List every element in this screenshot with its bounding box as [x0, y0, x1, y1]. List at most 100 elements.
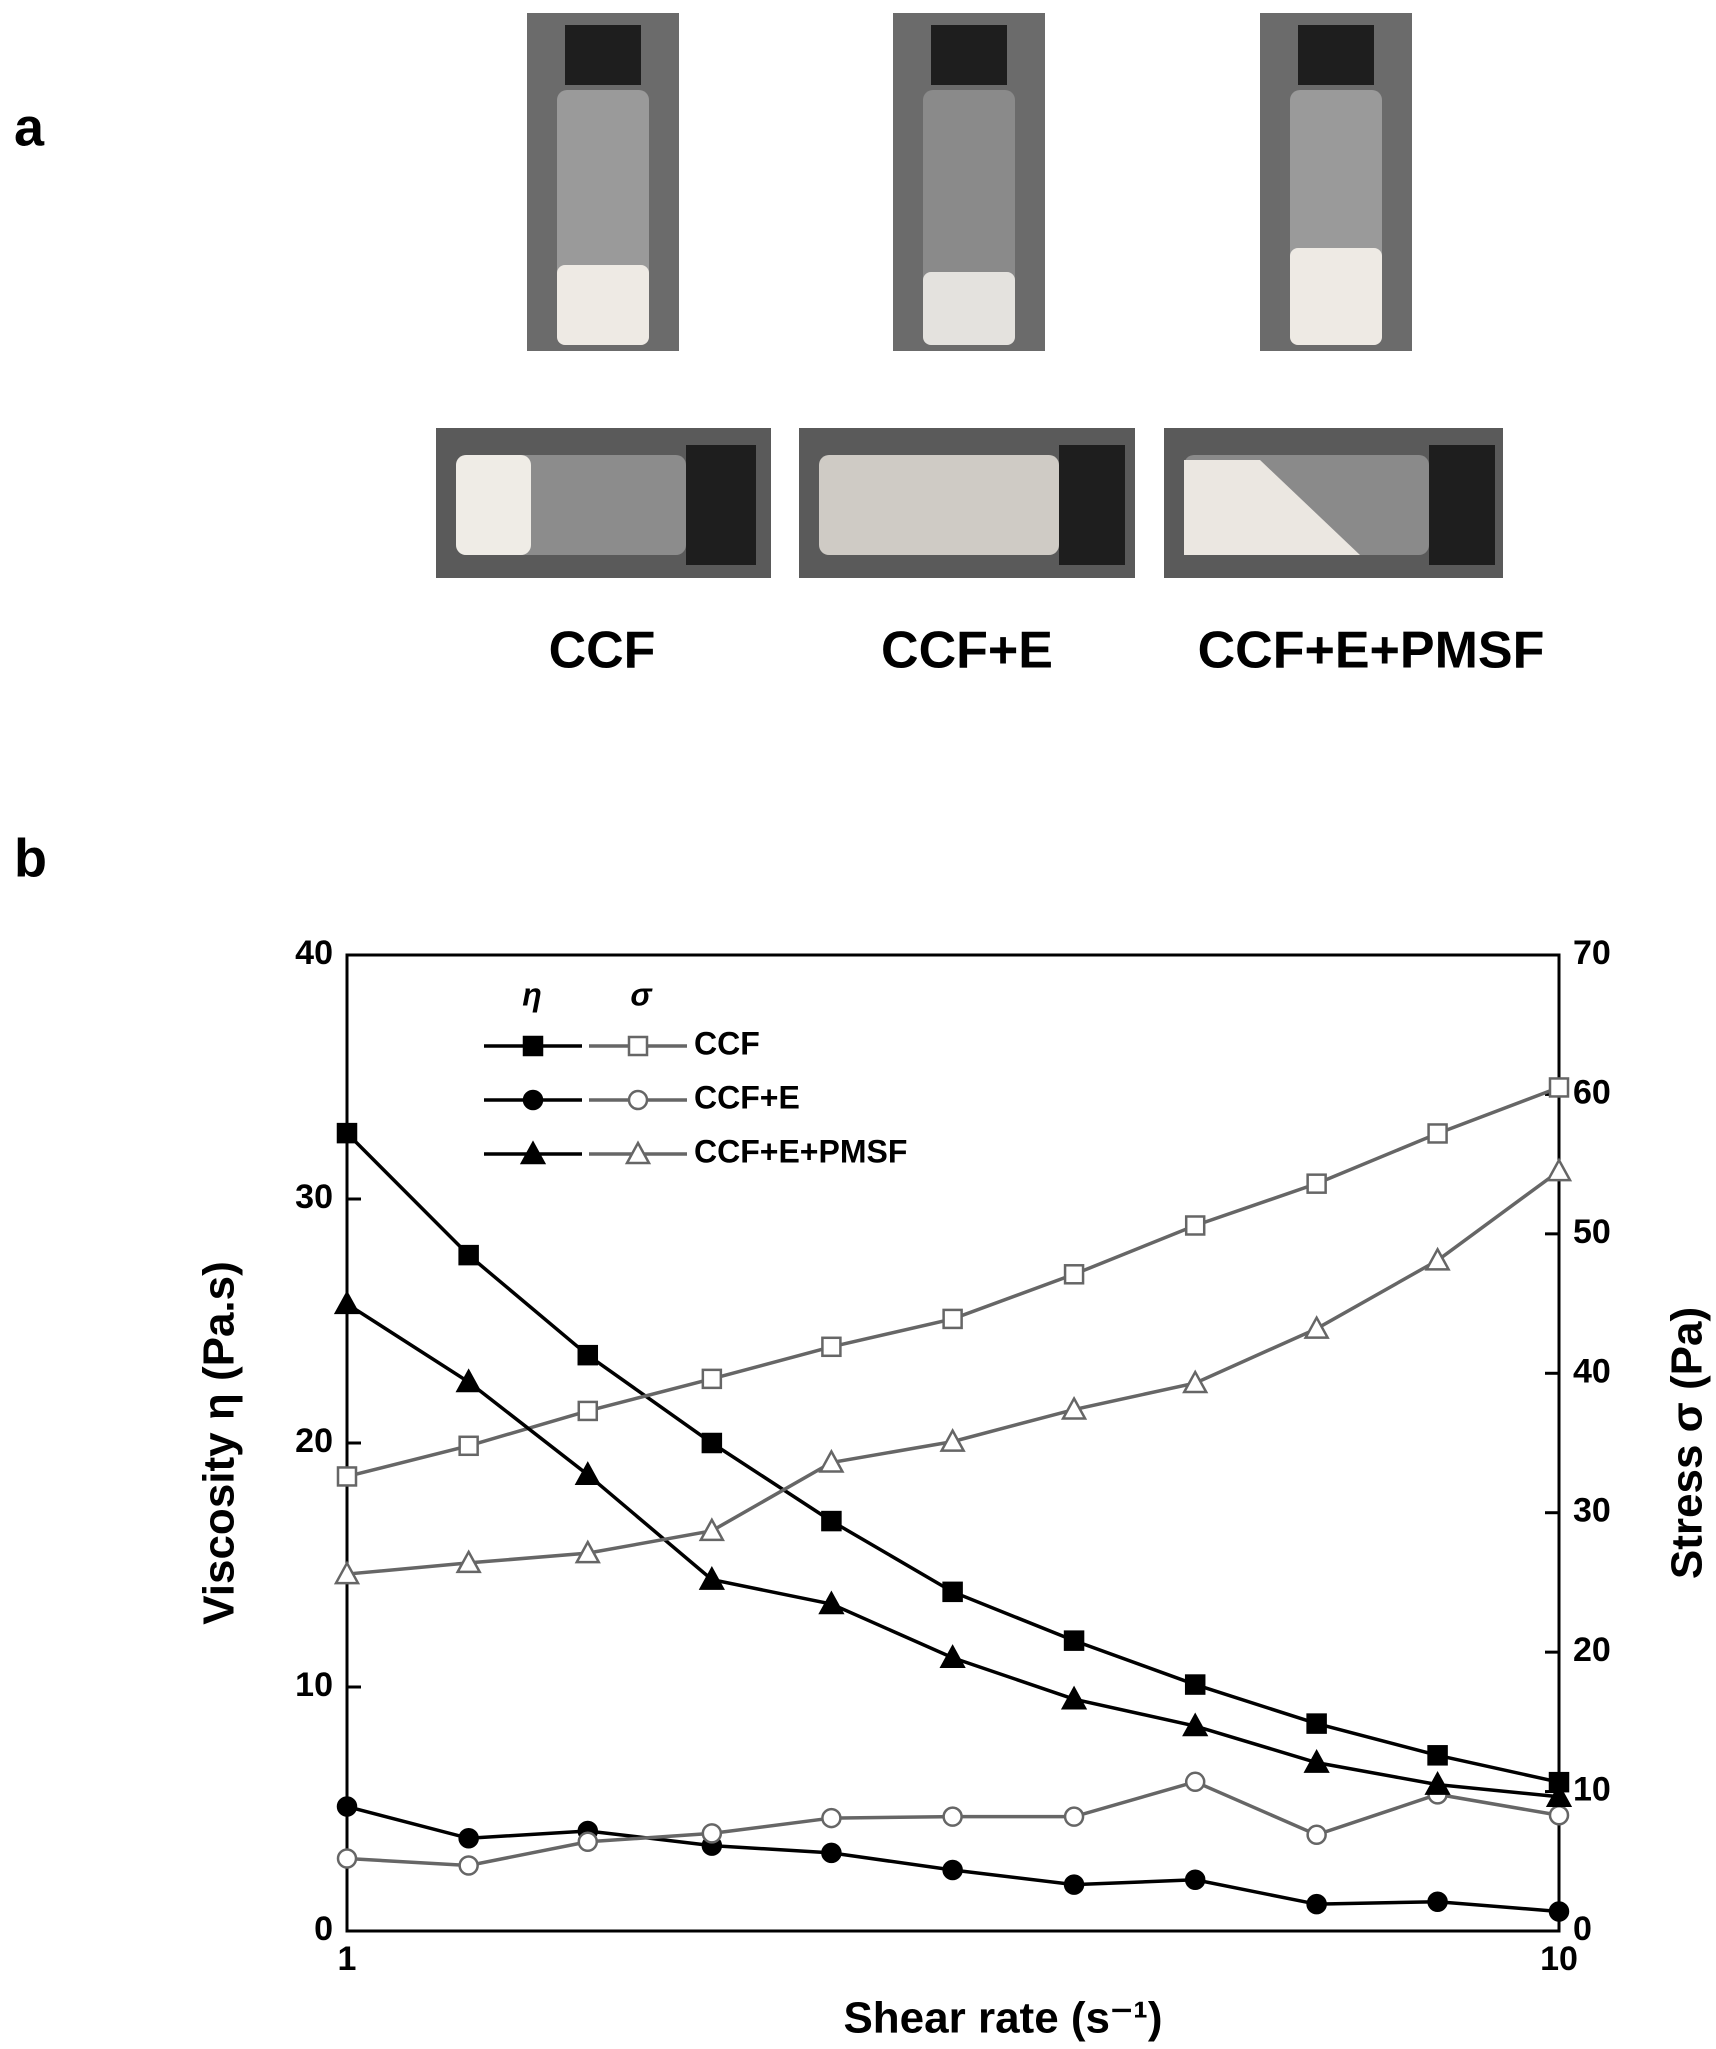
- panel-label: a: [14, 97, 45, 157]
- legend-marker: [627, 1035, 649, 1057]
- x-axis-title: Shear rate (s⁻¹): [843, 1994, 1162, 2043]
- data-point: [333, 1290, 361, 1315]
- legend-label: CCF: [694, 1025, 760, 1061]
- data-point: [821, 1842, 842, 1864]
- data-point: [1548, 1077, 1570, 1098]
- data-point: [1545, 1157, 1573, 1182]
- data-point: [698, 1517, 725, 1542]
- data-point: [336, 1848, 358, 1869]
- legend-marker: [522, 1035, 544, 1057]
- legend-marker: [522, 1089, 544, 1111]
- data-point: [458, 1244, 479, 1266]
- vial-photo: [799, 428, 1135, 578]
- vial-photo: [893, 13, 1045, 351]
- data-point: [577, 1400, 599, 1422]
- y-tick-label: 20: [295, 1422, 333, 1460]
- photo-label: CCF+E: [881, 622, 1053, 680]
- data-point: [818, 1590, 845, 1615]
- vial-photo: [527, 13, 679, 351]
- data-point: [1184, 1674, 1206, 1695]
- data-point: [1063, 1806, 1085, 1827]
- data-point: [1306, 1713, 1327, 1734]
- y2-axis-title: Stress σ (Pa): [1663, 1307, 1712, 1579]
- legend-label: CCF+E: [694, 1079, 800, 1115]
- data-point: [1424, 1771, 1451, 1795]
- data-point: [698, 1566, 725, 1590]
- data-point: [1303, 1315, 1330, 1339]
- data-point: [1427, 1123, 1448, 1144]
- series-line: [346, 1302, 1560, 1799]
- data-point: [336, 1122, 358, 1144]
- data-point: [1184, 1215, 1206, 1236]
- data-point: [701, 1368, 723, 1390]
- photos: [436, 13, 1503, 578]
- data-point: [1548, 1901, 1570, 1922]
- series-line: [346, 1169, 1561, 1576]
- data-point: [1063, 1264, 1085, 1285]
- data-point: [939, 1428, 966, 1452]
- data-point: [458, 1855, 479, 1876]
- data-point: [577, 1831, 599, 1853]
- vial-photo: [1164, 428, 1503, 578]
- y-tick-label: 10: [295, 1666, 333, 1704]
- data-point: [1060, 1395, 1088, 1420]
- data-point: [577, 1344, 599, 1366]
- data-point: [1182, 1369, 1209, 1394]
- y-axis-title: Viscosity η (Pa.s): [195, 1261, 244, 1625]
- data-point: [701, 1432, 723, 1454]
- data-point: [942, 1859, 963, 1881]
- y2-tick-label: 20: [1573, 1631, 1611, 1669]
- data-point: [821, 1510, 842, 1532]
- data-point: [458, 1435, 479, 1457]
- data-point: [1184, 1771, 1206, 1793]
- data-point: [1306, 1824, 1327, 1846]
- photo-label: CCF+E+PMSF: [1198, 622, 1545, 680]
- data-point: [821, 1807, 842, 1829]
- data-point: [1182, 1712, 1209, 1737]
- data-point: [333, 1560, 361, 1585]
- data-point: [574, 1539, 601, 1564]
- y2-tick-label: 50: [1573, 1213, 1611, 1251]
- legend-marker: [627, 1089, 649, 1111]
- y2-tick-label: 0: [1573, 1910, 1592, 1948]
- data-point: [574, 1461, 601, 1485]
- legend-header: σ: [630, 976, 653, 1012]
- vial-photo: [1260, 13, 1412, 351]
- series-line: [346, 1085, 1560, 1479]
- photo-label: CCF: [549, 622, 656, 680]
- data-point: [1545, 1783, 1573, 1808]
- y2-tick-label: 30: [1573, 1492, 1611, 1530]
- x-tick-label: 1: [338, 1940, 357, 1978]
- data-point: [455, 1368, 482, 1393]
- y2-tick-label: 40: [1573, 1352, 1611, 1390]
- series-line: [345, 1131, 1560, 1784]
- data-point: [1427, 1745, 1448, 1766]
- data-point: [1424, 1246, 1451, 1271]
- data-point: [1303, 1749, 1330, 1773]
- x-tick-label: 10: [1540, 1940, 1578, 1978]
- y-tick-label: 0: [314, 1910, 333, 1948]
- data-point: [821, 1336, 842, 1358]
- data-point: [818, 1448, 845, 1473]
- data-point: [458, 1828, 479, 1849]
- y2-tick-label: 70: [1573, 934, 1611, 972]
- data-point: [942, 1581, 963, 1603]
- data-point: [1063, 1630, 1085, 1651]
- data-point: [1306, 1893, 1327, 1915]
- data-point: [336, 1466, 358, 1487]
- data-point: [336, 1796, 358, 1817]
- data-point: [1306, 1173, 1327, 1194]
- legend-marker: [519, 1140, 547, 1165]
- data-point: [939, 1644, 966, 1668]
- panel-label: b: [14, 828, 47, 888]
- vial-photo: [436, 428, 771, 578]
- legend-marker: [624, 1140, 652, 1165]
- y-tick-label: 30: [295, 1178, 333, 1216]
- data-point: [1427, 1891, 1448, 1912]
- legend-label: CCF+E+PMSF: [694, 1133, 907, 1169]
- y-tick-label: 40: [295, 934, 333, 972]
- data-point: [455, 1549, 482, 1574]
- data-point: [942, 1308, 963, 1330]
- data-point: [1060, 1685, 1088, 1710]
